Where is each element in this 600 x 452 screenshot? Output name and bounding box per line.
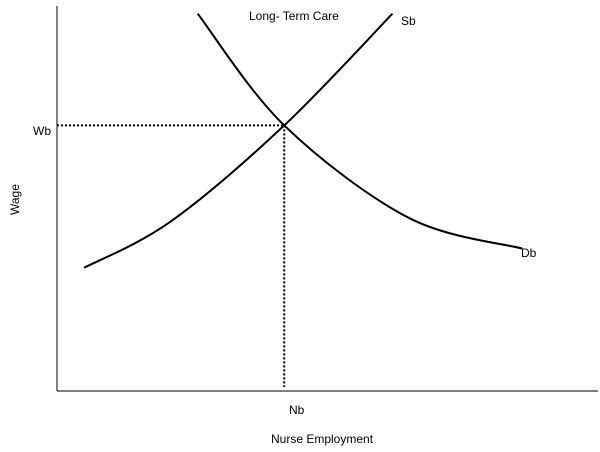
- demand-curve: [196, 13, 523, 250]
- equilibrium-wage-label: Wb: [33, 124, 51, 138]
- equilibrium-employment-label: Nb: [289, 403, 305, 417]
- chart-title: Long- Term Care: [249, 9, 339, 23]
- supply-curve-label: Sb: [401, 14, 416, 28]
- y-axis-title: Wage: [8, 184, 22, 215]
- x-axis-title: Nurse Employment: [271, 432, 374, 446]
- supply-curve: [83, 13, 394, 269]
- demand-curve-label: Db: [521, 246, 537, 260]
